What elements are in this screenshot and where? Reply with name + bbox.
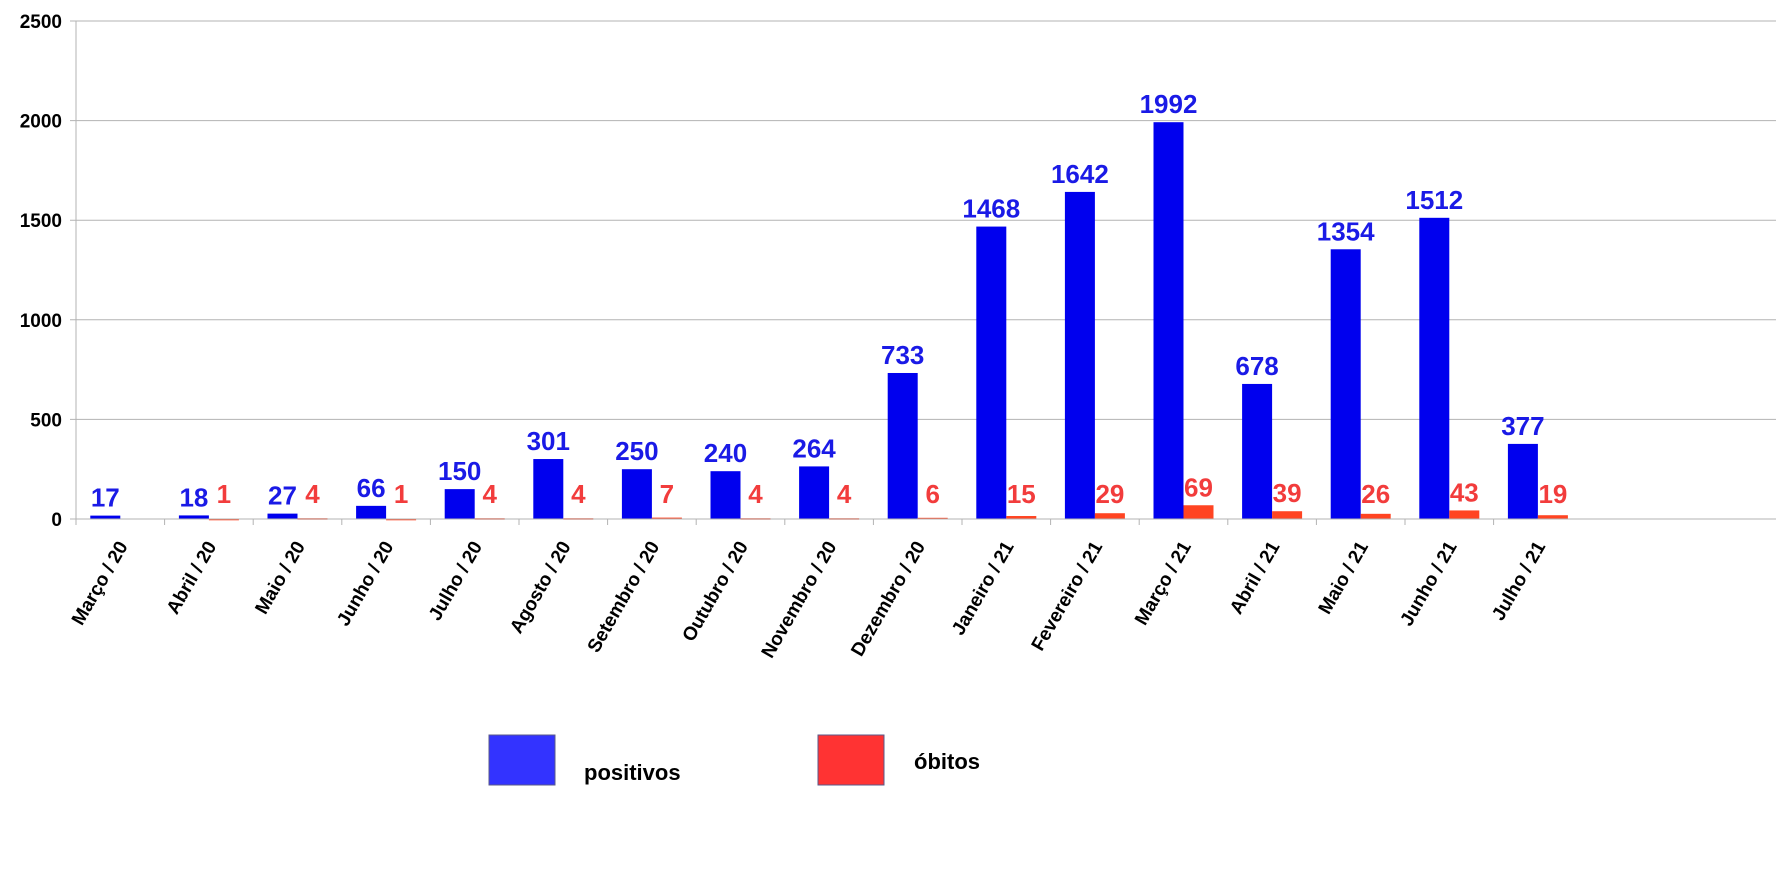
x-tick-label: Maio / 20 [252, 538, 310, 618]
data-label-positivos: 1642 [1051, 159, 1109, 189]
data-label-positivos: 240 [704, 438, 747, 468]
data-labels: 17 18 1 27 4 66 115043014250724042644733614681… [91, 89, 1568, 512]
bar-positivos [178, 515, 209, 519]
bar-positivos [710, 471, 741, 519]
bar-obitos [1094, 513, 1125, 519]
data-label-obitos: 6 [925, 479, 939, 509]
legend-obitos: óbitos [817, 734, 980, 786]
bar-obitos [1272, 511, 1303, 519]
x-tick-label: Julho / 21 [1488, 538, 1550, 625]
y-axis: 0 500 1000 1500 2000 2500 [20, 12, 77, 531]
bar-positivos [356, 505, 387, 519]
data-label-obitos: 15 [1007, 479, 1036, 509]
data-label-positivos: 678 [1235, 351, 1278, 381]
data-label-obitos: 69 [1184, 472, 1213, 502]
x-tick-label: Março / 20 [68, 538, 133, 629]
x-axis: Março / 20 Abril / 20 Maio / 20 Junho / 20 J… [68, 518, 1776, 662]
data-label-obitos: 4 [837, 479, 852, 509]
x-tick-label: Maio / 21 [1315, 538, 1374, 618]
x-tick-label: Junho / 21 [1396, 538, 1461, 630]
x-tick-label: Fevereiro / 21 [1028, 538, 1108, 655]
data-label-obitos: 29 [1095, 479, 1124, 509]
y-tick-label: 2500 [20, 12, 62, 33]
data-label-positivos: 66 [357, 473, 386, 503]
legend-label: óbitos [914, 749, 980, 774]
x-tick-label: Setembro / 20 [584, 538, 664, 656]
bar-positivos [90, 515, 121, 519]
data-label-positivos: 733 [881, 340, 924, 370]
data-label-obitos: 1 [394, 479, 408, 509]
bar-positivos [533, 459, 564, 519]
data-label-obitos: 39 [1273, 478, 1302, 508]
data-label-obitos: 43 [1450, 477, 1479, 507]
data-label-positivos: 17 [91, 483, 120, 513]
data-label-positivos: 377 [1501, 411, 1544, 441]
bar-positivos [1242, 383, 1273, 519]
bar-obitos [1449, 510, 1480, 519]
bar-positivos [621, 469, 652, 519]
data-label-obitos: 19 [1538, 479, 1567, 509]
y-tick-label: 0 [51, 510, 62, 531]
data-label-positivos: 301 [527, 426, 570, 456]
data-label-positivos: 27 [268, 481, 297, 511]
x-tick-label: Agosto / 20 [506, 538, 575, 637]
x-tick-label: Novembro / 20 [758, 538, 842, 662]
data-label-obitos: 4 [482, 479, 497, 509]
x-tick-label: Dezembro / 20 [847, 538, 930, 660]
bar-positivos [799, 466, 830, 519]
x-tick-label: Outubro / 20 [679, 538, 753, 645]
data-label-positivos: 150 [438, 456, 481, 486]
y-tick-label: 2000 [20, 112, 62, 133]
bar-positivos [444, 489, 475, 519]
data-label-positivos: 1354 [1317, 216, 1375, 246]
y-tick-label: 1500 [20, 211, 62, 232]
x-tick-label: Março / 21 [1131, 538, 1196, 629]
data-label-positivos: 264 [792, 433, 836, 463]
x-tick-label: Janeiro / 21 [948, 538, 1019, 639]
data-label-positivos: 18 [179, 482, 208, 512]
legend: positivos óbitos [488, 734, 980, 786]
data-label-positivos: 1468 [962, 194, 1020, 224]
x-tick-label: Abril / 21 [1226, 538, 1285, 618]
bar-obitos [386, 518, 417, 521]
legend-swatch [817, 734, 885, 786]
data-label-obitos: 26 [1361, 479, 1390, 509]
bar-obitos [208, 518, 239, 521]
bar-positivos [887, 372, 918, 519]
bar-obitos [1006, 516, 1037, 519]
bars [90, 122, 1568, 521]
y-tick-label: 500 [30, 410, 62, 431]
x-tick-label: Abril / 20 [163, 538, 221, 618]
bar-positivos [976, 226, 1007, 519]
bar-positivos [1330, 249, 1361, 519]
x-tick-label: Julho / 20 [425, 538, 487, 624]
legend-swatch [488, 734, 556, 786]
legend-positivos: positivos [488, 734, 681, 786]
data-label-positivos: 1512 [1405, 185, 1463, 215]
data-label-obitos: 7 [660, 479, 674, 509]
x-tick-label: Junho / 20 [333, 538, 398, 630]
bar-obitos [651, 517, 682, 520]
data-label-obitos: 4 [571, 479, 586, 509]
bar-positivos [1507, 443, 1538, 519]
y-tick-label: 1000 [20, 311, 62, 332]
bar-obitos [1537, 515, 1568, 519]
data-label-positivos: 1992 [1140, 89, 1198, 119]
data-label-positivos: 250 [615, 436, 658, 466]
bar-obitos [1360, 513, 1391, 519]
data-label-obitos: 4 [305, 479, 320, 509]
data-label-obitos: 4 [748, 479, 763, 509]
data-label-obitos: 1 [217, 479, 231, 509]
legend-label: positivos [584, 760, 681, 785]
bar-positivos [1064, 191, 1095, 519]
bar-positivos [267, 513, 298, 519]
bar-positivos [1153, 122, 1184, 519]
bar-obitos [1183, 505, 1214, 519]
bar-positivos [1419, 217, 1450, 519]
